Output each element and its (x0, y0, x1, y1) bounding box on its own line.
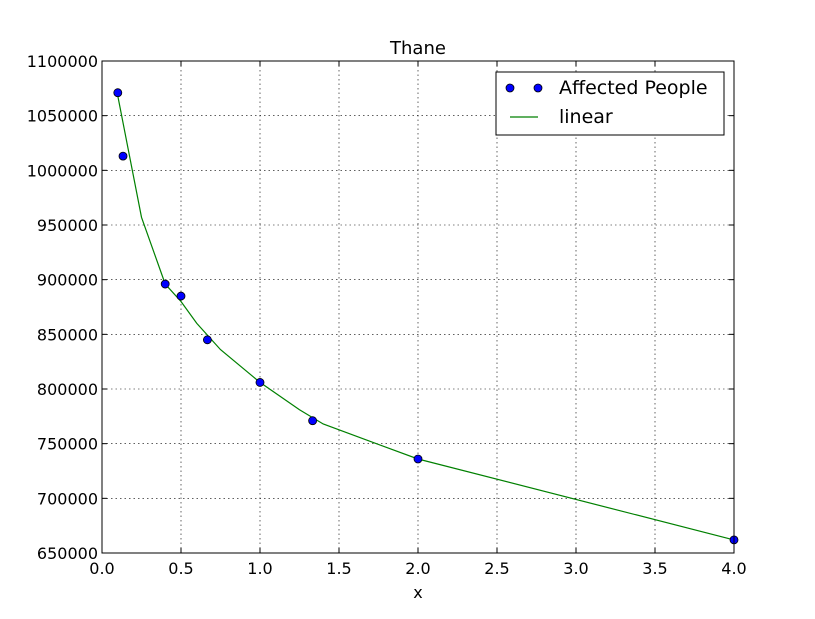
legend: Affected People linear (495, 71, 725, 136)
legend-box (495, 71, 725, 136)
x-tick-label: 3.5 (642, 559, 667, 578)
data-point-affected-people (160, 279, 170, 289)
y-tick-label: 1050000 (27, 107, 98, 126)
y-tick-label: 750000 (37, 435, 98, 454)
y-tick-label: 950000 (37, 216, 98, 235)
x-tick-label: 4.0 (721, 559, 746, 578)
axis-ticks: 0.0 0.5 1.0 1.5 2.0 2.5 3.0 3.5 4.0 650000 700000 7… (27, 52, 747, 578)
data-point-affected-people (176, 291, 186, 301)
y-tick-label: 800000 (37, 380, 98, 399)
y-tick-label: 1100000 (27, 52, 98, 71)
x-tick-label: 3.0 (563, 559, 588, 578)
y-tick-label: 900000 (37, 271, 98, 290)
x-tick-label: 1.0 (247, 559, 272, 578)
legend-label-affected-people: Affected People (559, 77, 708, 99)
data-point-affected-people (118, 151, 128, 161)
legend-marker-affected-people (533, 83, 543, 93)
data-point-affected-people (255, 378, 265, 387)
x-tick-label: 0.0 (89, 559, 114, 578)
data-point-affected-people (113, 88, 123, 98)
legend-marker-affected-people (505, 83, 515, 93)
y-tick-label: 650000 (37, 544, 98, 563)
x-tick-label: 2.0 (405, 559, 430, 578)
grid-lines (101, 60, 735, 554)
data-point-affected-people (413, 454, 423, 464)
y-tick-label: 700000 (37, 489, 98, 508)
x-tick-label: 0.5 (168, 559, 193, 578)
series-line-linear (117, 95, 735, 541)
data-point-affected-people (202, 335, 212, 345)
y-tick-label: 1000000 (27, 161, 98, 180)
x-tick-label: 1.5 (326, 559, 351, 578)
chart-title: Thane (389, 38, 446, 59)
data-point-affected-people (308, 416, 318, 426)
legend-label-linear: linear (559, 106, 613, 128)
y-tick-label: 850000 (37, 325, 98, 344)
x-axis-label: x (413, 583, 422, 602)
x-tick-label: 2.5 (484, 559, 509, 578)
